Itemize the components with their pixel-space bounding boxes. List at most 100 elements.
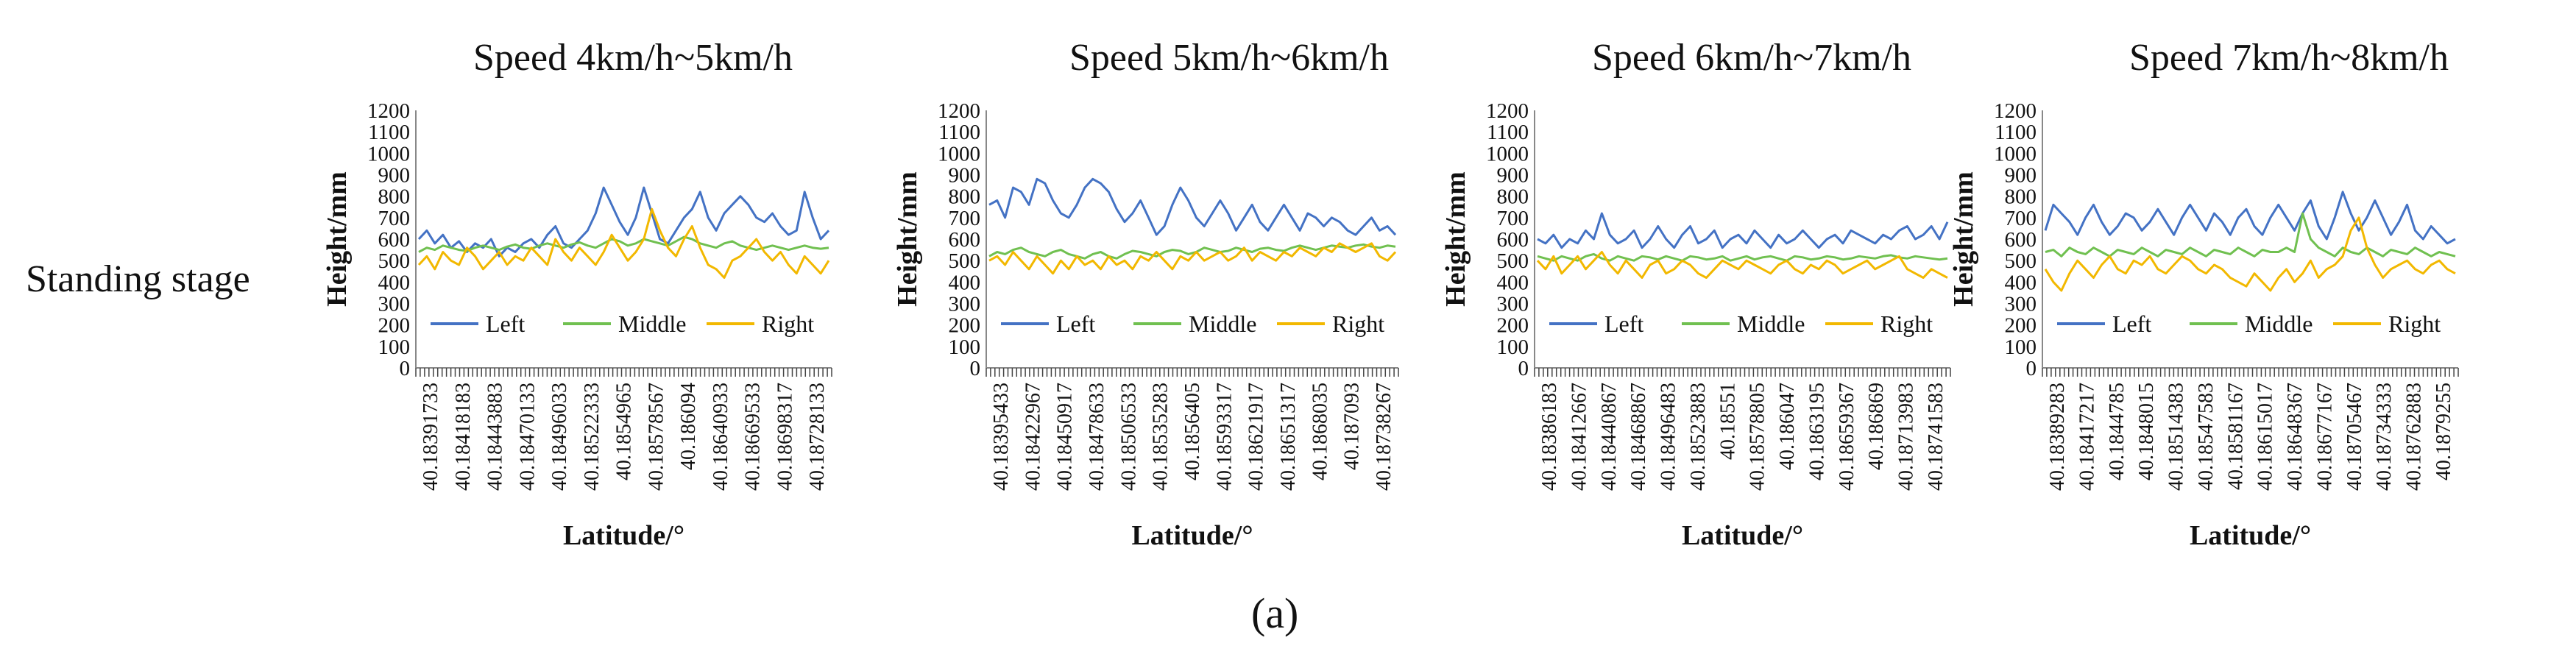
y-tick-label: 500 [2005,249,2037,273]
x-tick-label: 40.18389283 [2046,383,2069,491]
series-line-right [417,207,830,279]
x-tick-label: 40.18615017 [2254,383,2277,491]
y-tick-label: 1000 [1994,142,2037,166]
legend-label-right: Right [2388,310,2441,337]
x-axis-ticks [2042,368,2459,377]
x-tick-label: 40.18412667 [1568,383,1590,491]
chart-title: Speed 5km/h~6km/h [1069,37,1389,79]
x-tick-label: 40.18762883 [2403,383,2426,491]
x-tick-label: 40.18535283 [1150,383,1172,491]
y-tick-label: 100 [1497,336,1529,359]
y-tick-label: 600 [1497,228,1529,252]
y-tick-label: 300 [378,293,411,316]
x-tick-label: 40.18551 [1716,383,1739,460]
chart-title: Speed 4km/h~5km/h [473,37,793,79]
y-tick-label: 200 [1497,314,1529,338]
y-tick-label: 900 [2005,164,2037,188]
y-tick-label: 900 [378,164,411,188]
x-axis-ticks [986,368,1399,377]
series-line-left [1537,212,1949,249]
x-tick-label: 40.18450917 [1054,383,1077,491]
x-tick-label: 40.18478633 [1086,383,1108,491]
x-axis-title: Latitude/° [1131,520,1253,551]
x-tick-label: 40.1879255 [2432,383,2455,480]
chart-panel-4: Speed 7km/h~8km/h 01002003004005006007008… [1948,37,2459,551]
x-axis-title: Latitude/° [563,520,684,551]
y-tick-label: 600 [378,228,411,252]
y-tick-label: 1200 [1486,99,1529,123]
y-tick-label: 400 [1497,271,1529,294]
y-tick-label: 1100 [1487,121,1529,144]
y-tick-label: 800 [1497,185,1529,209]
series-line-middle [2045,212,2456,258]
y-tick-label: 500 [1497,249,1529,273]
series-line-middle [418,235,829,253]
x-tick-label: 40.1854965 [613,383,636,480]
y-tick-label: 200 [949,314,981,338]
x-tick-label: 40.18698317 [774,383,796,491]
x-tick-label: 40.18578805 [1747,383,1769,491]
x-tick-label: 40.18738267 [1373,383,1395,491]
x-tick-label: 40.1844785 [2106,383,2129,480]
y-tick-label: 1100 [938,121,980,144]
x-tick-label: 40.18418183 [452,383,475,491]
chart-panel-2: Speed 5km/h~6km/h 01002003004005006007008… [892,37,1399,551]
x-tick-label: 40.18651317 [1277,383,1300,491]
y-tick-label: 800 [2005,185,2037,209]
series-line-left [988,177,1397,236]
chart-title: Speed 6km/h~7km/h [1592,37,1911,79]
x-tick-label: 40.1848015 [2135,383,2158,480]
x-tick-label: 40.18547583 [2195,383,2218,491]
x-tick-label: 40.187093 [1341,383,1364,470]
x-axis-ticks [415,368,832,377]
y-tick-label: 200 [2005,314,2037,338]
x-tick-label: 40.18523883 [1687,383,1710,491]
y-tick-label: 100 [2005,336,2037,359]
y-tick-label: 1000 [1486,142,1529,166]
x-tick-label: 40.18422967 [1022,383,1044,491]
y-tick-label: 300 [949,293,981,316]
y-tick-label: 600 [2005,228,2037,252]
legend-label-left: Left [1604,310,1643,337]
x-tick-label: 40.18728133 [806,383,829,491]
y-tick-label: 1000 [367,142,410,166]
x-tick-label: 40.18391733 [420,383,442,491]
x-tick-label: 40.186094 [677,383,700,470]
legend-label-left: Left [1056,310,1095,337]
y-tick-label: 700 [2005,207,2037,230]
x-tick-label: 40.18659367 [1836,383,1858,491]
legend-label-middle: Middle [618,310,686,337]
x-tick-label: 40.18496033 [548,383,571,491]
y-tick-label: 1200 [938,99,980,123]
y-tick-label: 1000 [938,142,980,166]
y-tick-label: 900 [1497,164,1529,188]
series-line-left [417,186,830,258]
x-tick-label: 40.18468867 [1627,383,1650,491]
y-tick-label: 700 [949,207,981,230]
y-tick-label: 0 [970,357,981,380]
x-tick-label: 40.18648367 [2284,383,2307,491]
x-tick-label: 40.18669533 [742,383,765,491]
x-tick-label: 40.18496483 [1657,383,1680,491]
legend-label-middle: Middle [1737,310,1805,337]
x-tick-label: 40.18581167 [2224,383,2247,490]
legend-label-right: Right [762,310,814,337]
x-tick-label: 40.18578567 [645,383,668,491]
y-tick-label: 1100 [1995,121,2037,144]
x-tick-label: 40.18514383 [2165,383,2188,491]
x-tick-label: 40.18506533 [1117,383,1140,491]
series-line-middle [988,243,1396,260]
x-tick-label: 40.186047 [1776,383,1799,470]
x-tick-label: 40.186869 [1865,383,1888,470]
y-axis-title: Height/mm [892,171,923,307]
y-tick-label: 1200 [1994,99,2037,123]
x-tick-label: 40.18443883 [484,383,507,491]
y-tick-label: 600 [949,228,981,252]
chart-title: Speed 7km/h~8km/h [2129,37,2449,79]
y-tick-label: 700 [1497,207,1529,230]
x-axis-ticks [1534,368,1951,377]
x-tick-label: 40.18741583 [1925,383,1947,491]
y-axis-title: Height/mm [1440,171,1471,307]
x-tick-label: 40.18621917 [1245,383,1268,491]
